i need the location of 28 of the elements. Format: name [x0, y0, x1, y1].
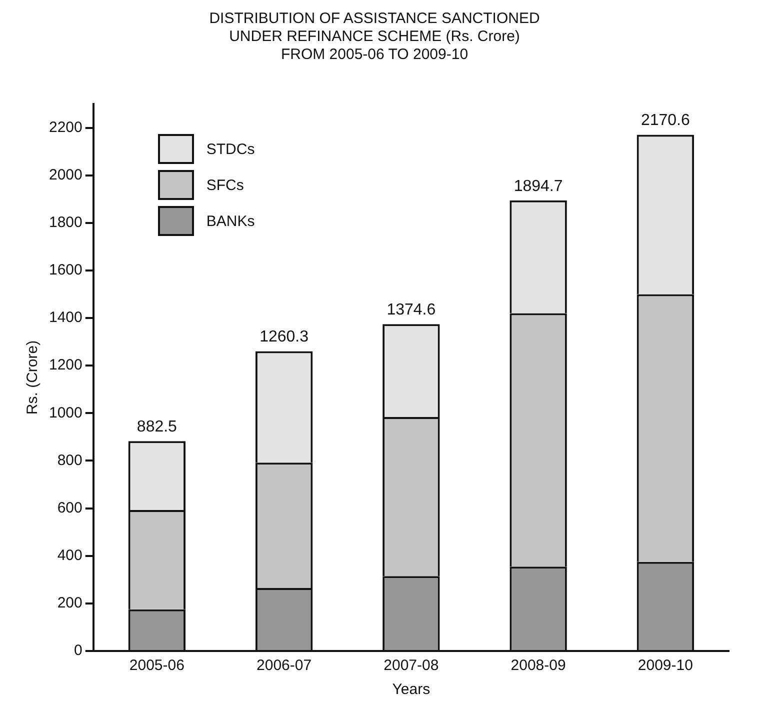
y-tick-label: 1200	[48, 356, 82, 374]
y-tick-label: 2000	[48, 166, 82, 184]
y-tick-label: 1400	[48, 309, 82, 326]
total-label: 2170.6	[640, 112, 690, 130]
total-label: 1894.7	[514, 178, 563, 195]
y-tick-label: 1000	[48, 404, 82, 422]
y-tick-label: 400	[57, 547, 82, 564]
legend-label: STDCs	[206, 140, 255, 158]
total-label: 1260.3	[260, 328, 309, 346]
x-axis-title: Years	[392, 681, 430, 698]
total-label: 1374.6	[386, 301, 436, 318]
chart-title: DISTRIBUTION OF ASSISTANCE SANCTIONED UNDER REFINANCE SCHEME (Rs. Crore) FROM 2005-06 TO 2009-10	[209, 10, 540, 64]
total-label: 882.5	[136, 418, 178, 436]
y-tick-label: 600	[57, 499, 82, 516]
x-tick-label: 2006-07	[256, 657, 312, 674]
x-tick-label: 2005-06	[129, 657, 184, 674]
legend-label: BANKs	[206, 212, 255, 230]
y-axis-title: Rs. (Crore)	[24, 340, 42, 415]
y-tick-label: 0	[74, 642, 82, 660]
x-tick-label: 2007-08	[384, 657, 439, 674]
legend-label: SFCs	[206, 176, 244, 194]
x-tick-label: 2008-09	[510, 657, 566, 674]
y-tick-label: 800	[57, 452, 82, 469]
x-tick-label: 2009-10	[638, 657, 693, 674]
y-tick-label: 200	[57, 594, 82, 612]
y-tick-label: 2200	[48, 118, 82, 136]
y-tick-label: 1800	[48, 214, 82, 232]
y-tick-label: 1600	[48, 262, 82, 279]
